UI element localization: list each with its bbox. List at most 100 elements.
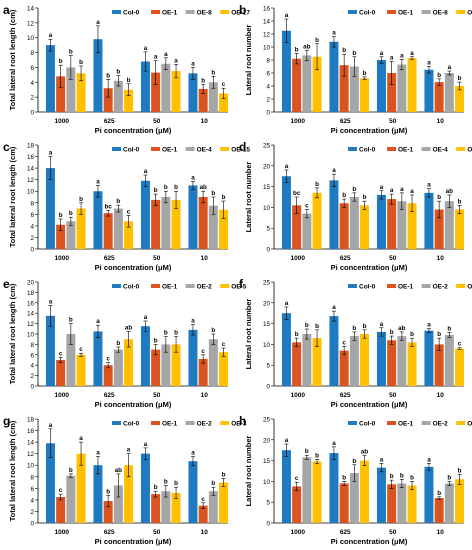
legend-swatch [151,10,160,14]
x-tick-label: 625 [340,118,351,125]
significance-letter: b [154,484,158,491]
significance-letter: ab [398,325,406,332]
panel-label: e [3,277,10,291]
legend-label: OE-5 [467,284,472,291]
bar [198,197,208,249]
significance-letter: a [390,187,394,194]
legend-label: OE-15 [467,147,472,154]
significance-letter: a [164,51,168,58]
bar [124,339,134,386]
chart-panel-c: c 0 2 4 6 8 10 12 14 16 18 Total lateral root lengt… [3,140,250,272]
bar [424,330,434,386]
significance-letter: a [191,60,195,67]
chart-panel-f: f 0 5 10 15 20 25 Lateral root number Pi concent… [239,277,472,409]
bar [360,460,370,523]
bar [387,340,397,386]
significance-letter: b [116,340,120,347]
significance-letter: b [315,452,319,459]
bar [376,331,386,386]
significance-letter: a [285,300,289,307]
bar [281,30,291,112]
legend-swatch [456,421,466,425]
legend-label: OE-3 [231,421,247,428]
bar [292,342,302,386]
chart-panel-g: g 0 2 4 6 8 10 12 14 16 18 Total lateral root lengt… [3,414,247,546]
x-tick-label: 50 [389,118,397,125]
chart-panel-h: h 0 5 10 15 20 25 Lateral root number Pi concent… [239,414,472,546]
bar [93,331,103,386]
bar [424,69,434,112]
y-tick-label: 10 [263,205,271,212]
bar [455,209,465,249]
bar [124,221,134,249]
y-tick-label: 15 [263,184,271,191]
bar [76,354,86,386]
significance-letter: b [69,49,73,56]
significance-letter: b [352,325,356,332]
bar [339,65,349,112]
significance-letter: a [400,186,404,193]
legend-label: OE-2 [197,284,213,291]
bar [455,86,465,112]
bar [407,342,417,386]
significance-letter: a [380,321,384,328]
significance-letter: b [116,69,120,76]
significance-letter: a [144,314,148,321]
significance-letter: ab [125,324,133,331]
bar [140,326,150,386]
y-tick-label: 4 [30,363,34,370]
panel-label: d [239,140,246,154]
bar [455,348,465,386]
bar [198,505,208,523]
legend-swatch [185,421,195,425]
significance-letter: a [448,64,452,71]
legend-swatch [421,284,431,288]
bar [113,349,123,386]
y-tick-label: 0 [30,247,34,254]
bar [444,201,454,249]
significance-letter: c [59,350,63,357]
significance-letter: b [59,58,63,65]
legend-swatch [220,147,230,151]
significance-letter: a [332,440,336,447]
bar [339,483,349,523]
significance-letter: b [69,317,73,324]
bar [281,313,291,386]
y-axis-title: Total lateral root length (cm) [8,146,17,247]
legend-label: OE-8 [197,10,213,17]
bar [302,213,312,249]
x-axis-title: Pi concentration (μM) [95,263,172,272]
bar [103,365,113,386]
significance-letter: b [458,198,462,205]
significance-letter: c [201,348,205,355]
y-tick-label: 4 [30,223,34,230]
legend-label: OE-2 [433,421,449,428]
x-tick-label: 50 [389,255,397,262]
y-tick-label: 4 [30,497,34,504]
significance-letter: a [191,450,195,457]
bar [281,176,291,249]
y-tick-label: 5 [266,500,270,507]
significance-letter: c [222,341,226,348]
x-axis-title: Pi concentration (μM) [95,126,172,135]
bar [161,197,171,249]
x-axis-title: Pi concentration (μM) [331,537,408,546]
bar [397,483,407,523]
significance-letter: a [285,437,289,444]
y-tick-label: 15 [263,458,271,465]
y-tick-label: 15 [263,321,271,328]
significance-letter: b [174,330,178,337]
legend-swatch [348,284,357,288]
x-tick-label: 50 [153,529,161,536]
y-tick-label: 12 [263,32,271,39]
significance-letter: a [96,178,100,185]
y-tick-label: 14 [27,6,35,13]
legend-swatch [421,10,431,14]
significance-letter: a [154,54,158,61]
x-tick-label: 1000 [55,529,70,536]
y-tick-label: 8 [266,58,270,65]
bar [339,350,349,386]
bar [292,58,302,112]
panel-label: h [239,414,246,428]
